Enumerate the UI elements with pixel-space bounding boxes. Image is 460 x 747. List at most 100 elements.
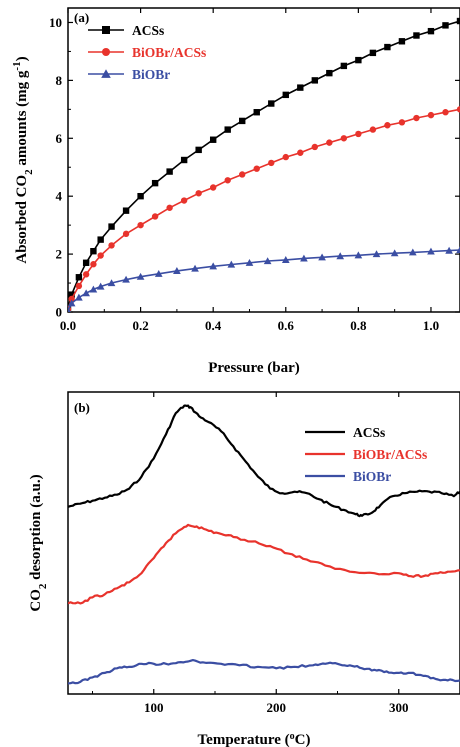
data-point (108, 223, 115, 230)
data-point (263, 257, 272, 265)
legend-item: BiOBr/ACSs (305, 447, 427, 462)
x-axis-title: Temperature (oC) (198, 731, 311, 747)
data-point (166, 204, 173, 211)
x-tick-label: 0.6 (278, 318, 295, 333)
series-biobr-acss (68, 523, 460, 605)
data-point (101, 69, 111, 78)
series-biobr (68, 246, 460, 312)
data-point (456, 106, 460, 113)
series-biobr-acss (68, 106, 460, 312)
data-point (209, 184, 217, 191)
data-point (398, 119, 406, 126)
data-point (90, 261, 97, 268)
data-point (427, 27, 435, 35)
series-line (68, 523, 460, 605)
data-point (82, 271, 90, 278)
y-axis-title: CO2 desorption (a.u.) (28, 474, 49, 611)
data-point (239, 117, 246, 125)
data-point (369, 49, 377, 57)
data-point (107, 279, 116, 287)
data-point (326, 139, 333, 146)
data-point (191, 264, 199, 272)
y-tick-label: 6 (56, 131, 63, 146)
data-point (209, 136, 217, 143)
legend-item: ACSs (305, 425, 385, 440)
x-tick-label: 0.0 (60, 318, 76, 333)
data-point (390, 249, 399, 257)
y-axis-title: Absorbed CO2 amounts (mg g-1) (11, 56, 35, 263)
data-point (82, 289, 90, 297)
legend-item: BiOBr/ACSs (88, 45, 206, 60)
legend-label: BiOBr (132, 67, 170, 82)
data-point (102, 26, 110, 34)
data-point (136, 272, 145, 280)
data-point (427, 247, 435, 255)
data-point (151, 213, 159, 220)
data-point (281, 256, 290, 263)
data-point (369, 126, 377, 133)
data-point (137, 221, 144, 229)
data-point (97, 252, 104, 259)
data-point (355, 56, 362, 64)
data-point (268, 100, 275, 107)
y-tick-label: 10 (49, 15, 62, 30)
y-tick-label: 8 (56, 73, 63, 88)
x-tick-label: 0.4 (205, 318, 222, 333)
data-point (122, 207, 130, 214)
data-point (68, 299, 76, 307)
x-tick-label: 0.8 (350, 318, 367, 333)
y-tick-label: 4 (56, 189, 63, 204)
y-tick-label: 2 (56, 247, 63, 262)
data-point (173, 267, 181, 274)
data-point (154, 269, 163, 277)
legend-label: BiOBr/ACSs (132, 45, 206, 60)
data-point (195, 146, 202, 154)
data-point (68, 295, 75, 303)
data-point (456, 17, 460, 25)
x-tick-label: 100 (144, 700, 164, 715)
data-point (180, 156, 188, 164)
data-point (384, 43, 391, 51)
series-acss (68, 404, 460, 518)
data-point (97, 236, 104, 243)
data-point (300, 254, 308, 262)
data-point (326, 69, 333, 77)
data-point (336, 252, 345, 260)
series-acss (68, 17, 460, 311)
data-point (268, 159, 275, 167)
data-point (456, 246, 460, 254)
data-point (318, 253, 326, 261)
panel-label: (a) (74, 10, 89, 25)
data-point (245, 258, 254, 266)
data-point (253, 109, 260, 116)
data-point (311, 77, 319, 84)
data-point (282, 91, 289, 99)
data-point (96, 282, 105, 290)
data-point (340, 135, 348, 142)
data-point (282, 153, 289, 161)
data-point (427, 111, 435, 119)
data-point (151, 179, 159, 187)
data-point (413, 32, 420, 39)
data-point (166, 168, 173, 175)
data-point (75, 282, 83, 290)
data-point (311, 143, 319, 151)
data-point (82, 259, 90, 266)
data-point (75, 293, 83, 301)
data-point (297, 149, 304, 156)
data-point (195, 190, 202, 197)
x-axis-title: Pressure (bar) (208, 360, 300, 376)
legend-item: BiOBr (305, 469, 391, 484)
data-point (122, 230, 130, 238)
data-point (384, 122, 391, 129)
panel-a: 0.0 0.2 0.4 0.6 0.8 1.0 0 2 4 6 8 10 ACSs BiOBr/ACSs B… (11, 7, 460, 376)
data-point (90, 248, 97, 255)
legend-label: ACSs (132, 23, 164, 38)
series-line (68, 659, 460, 685)
data-point (75, 274, 83, 281)
data-point (239, 171, 246, 178)
plot-frame (67, 7, 460, 313)
legend-label: ACSs (353, 425, 385, 440)
data-point (297, 84, 304, 91)
data-point (413, 114, 420, 122)
